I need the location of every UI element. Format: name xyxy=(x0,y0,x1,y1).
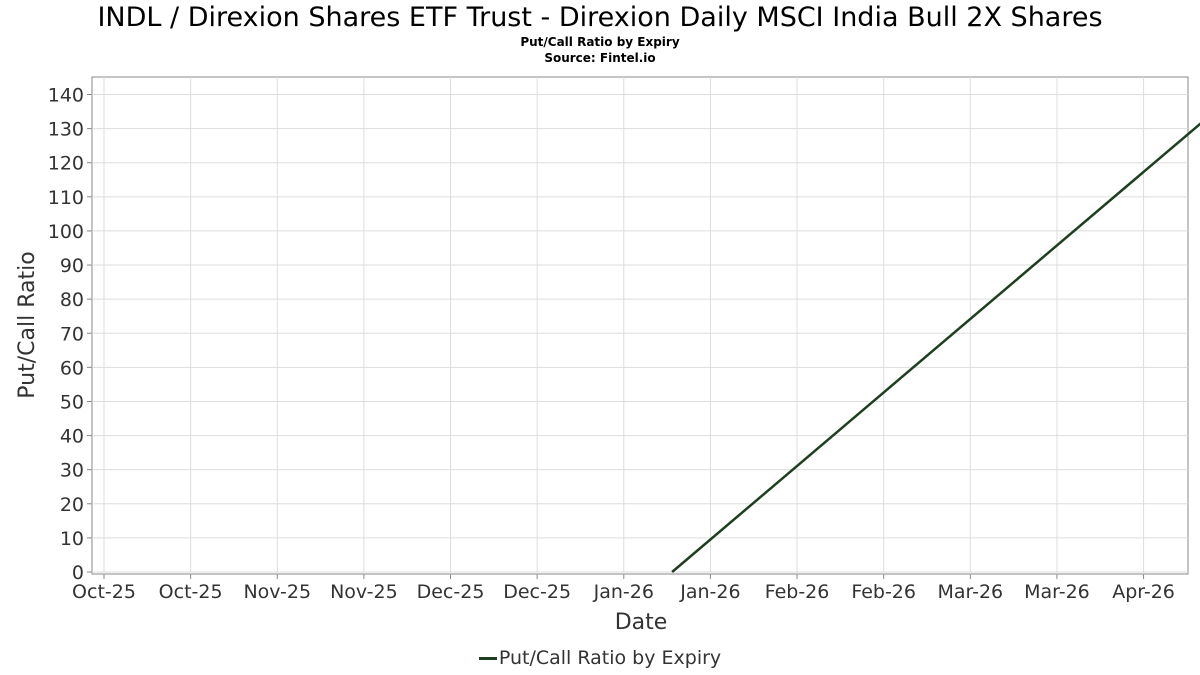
y-tick-label: 20 xyxy=(60,494,84,516)
y-tick-label: 40 xyxy=(60,426,84,448)
y-tick-label: 30 xyxy=(60,460,84,482)
series-line xyxy=(671,122,1200,573)
legend-swatch xyxy=(478,656,497,660)
y-tick-label: 100 xyxy=(48,221,84,243)
x-tick-label: Feb-26 xyxy=(851,581,916,603)
x-tick-label: Jan-26 xyxy=(679,581,740,603)
x-tick-label: Mar-26 xyxy=(1024,581,1090,603)
x-axis: Oct-25 Oct-25 Nov-25 Nov-25 Dec-25 Dec-25 Jan-… xyxy=(72,574,1175,603)
legend: Put/Call Ratio by Expiry xyxy=(0,647,1200,669)
x-tick-label: Nov-25 xyxy=(243,581,311,603)
x-tick-label: Oct-25 xyxy=(159,581,223,603)
x-tick-label: Mar-26 xyxy=(937,581,1003,603)
y-axis-label: Put/Call Ratio xyxy=(15,251,40,398)
y-tick-label: 10 xyxy=(60,528,84,550)
plot-area xyxy=(91,76,1189,575)
y-tick-label: 110 xyxy=(48,187,84,209)
y-tick-label: 70 xyxy=(60,323,84,345)
y-tick-label: 120 xyxy=(48,153,84,175)
series-layer xyxy=(671,122,1200,573)
chart-title: INDL / Direxion Shares ETF Trust - Direx… xyxy=(97,2,1103,33)
x-tick-label: Dec-25 xyxy=(503,581,571,603)
x-tick-label: Oct-25 xyxy=(72,581,136,603)
y-tick-label: 140 xyxy=(48,85,84,107)
legend-label: Put/Call Ratio by Expiry xyxy=(498,647,722,669)
y-tick-label: 80 xyxy=(60,289,84,311)
y-tick-label: 90 xyxy=(60,255,84,277)
chart-svg: 0 10 20 30 40 50 60 70 80 90 100 110 120 130 140 Oct-2… xyxy=(15,76,1200,635)
x-tick-label: Feb-26 xyxy=(765,581,830,603)
chart-subtitle: Put/Call Ratio by Expiry xyxy=(520,35,680,49)
x-tick-label: Nov-25 xyxy=(330,581,398,603)
y-tick-label: 60 xyxy=(60,357,84,379)
x-gridlines xyxy=(103,77,1145,574)
y-tick-label: 130 xyxy=(48,119,84,141)
chart-source: Source: Fintel.io xyxy=(544,51,656,65)
x-tick-label: Apr-26 xyxy=(1112,581,1175,603)
x-tick-label: Dec-25 xyxy=(417,581,485,603)
y-tick-label: 0 xyxy=(72,562,84,584)
y-gridlines xyxy=(92,94,1188,573)
x-tick-label: Jan-26 xyxy=(593,581,654,603)
x-axis-label: Date xyxy=(615,610,668,635)
y-tick-label: 50 xyxy=(60,391,84,413)
y-axis: 0 10 20 30 40 50 60 70 80 90 100 110 120 130 140 xyxy=(48,85,92,584)
